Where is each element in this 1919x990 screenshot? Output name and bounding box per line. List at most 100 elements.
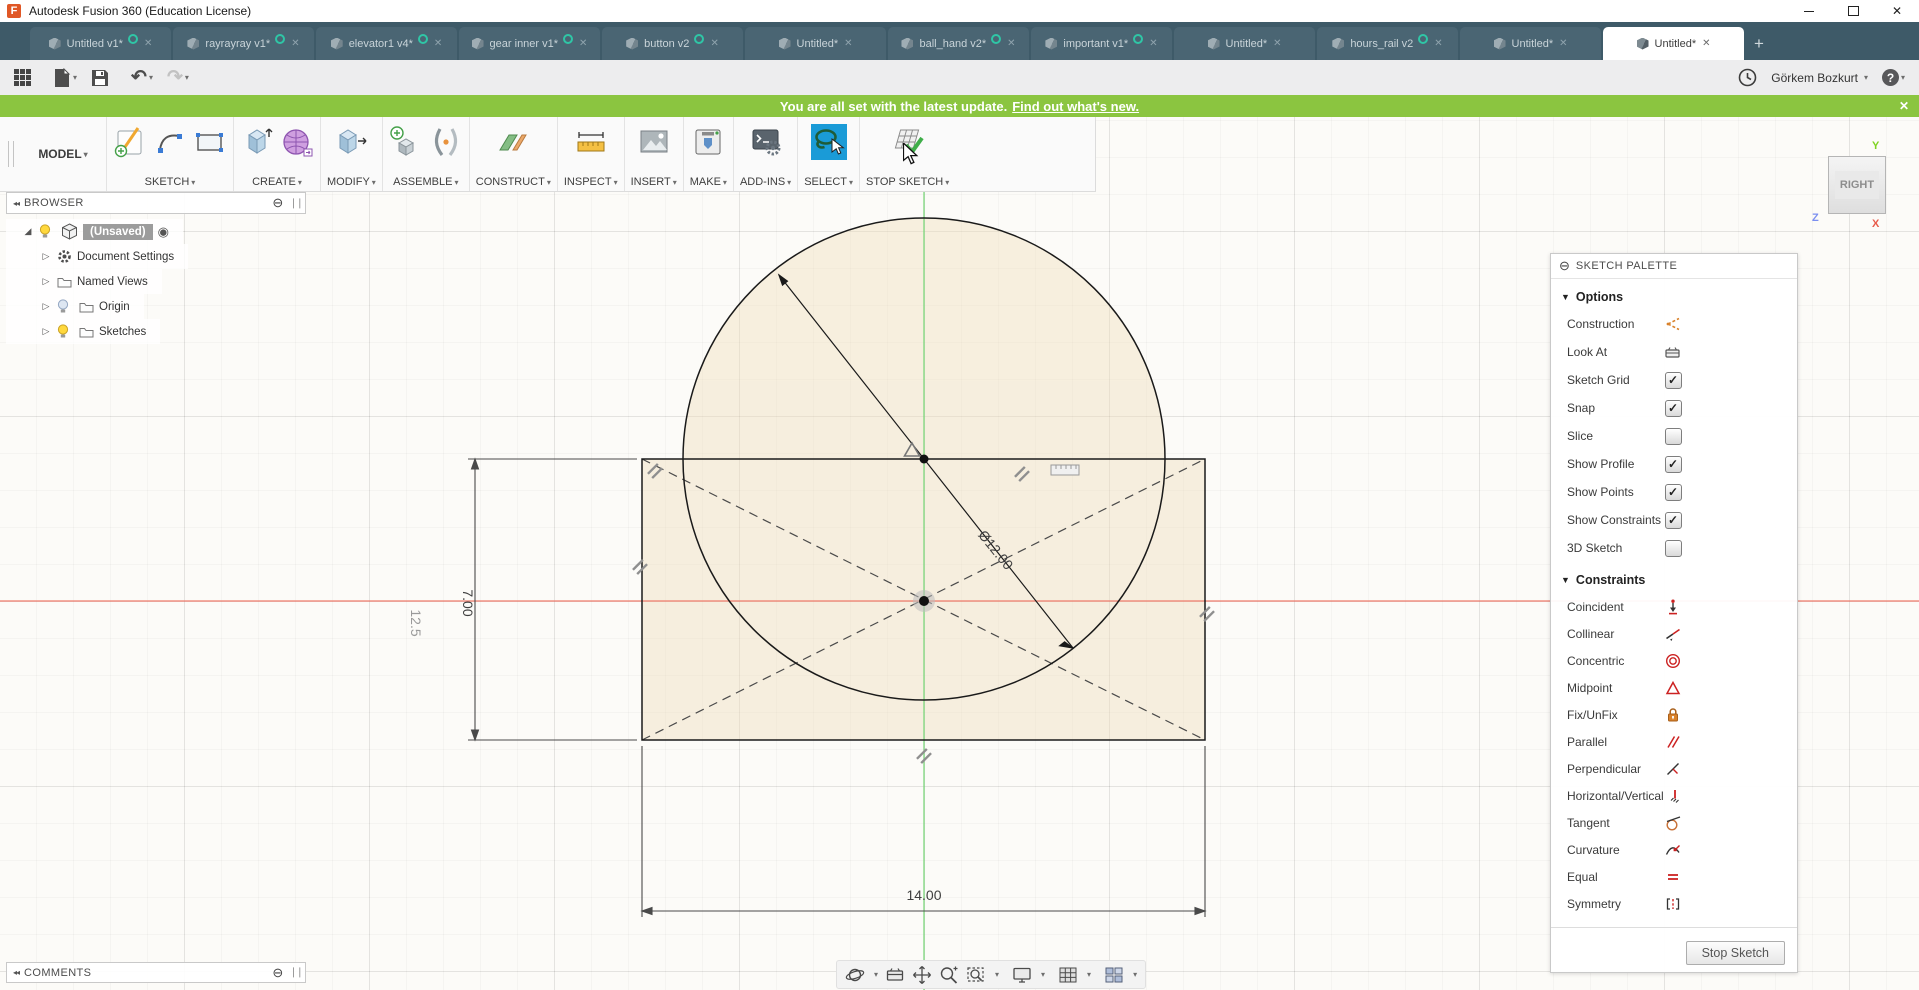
origin-point[interactable] <box>919 596 929 606</box>
show-constraints-checkbox[interactable] <box>1664 511 1682 529</box>
spline-tool-icon[interactable] <box>153 125 187 159</box>
browser-row-origin[interactable]: Origin <box>6 294 144 319</box>
panel-minimize-icon[interactable] <box>272 195 283 211</box>
rectangle-tool-icon[interactable] <box>193 125 227 159</box>
insert-menu[interactable]: INSERT <box>631 176 677 188</box>
select-lasso-icon[interactable] <box>810 124 847 160</box>
assemble-menu[interactable]: ASSEMBLE <box>393 176 458 188</box>
midpoint-constraint-icon[interactable] <box>903 441 921 457</box>
browser-row-document-settings[interactable]: Document Settings <box>6 244 189 269</box>
look-at-icon[interactable] <box>885 965 905 985</box>
constraint-tangent[interactable]: Tangent <box>1551 809 1797 836</box>
document-tab[interactable]: hours_rail v2 <box>1317 27 1458 60</box>
tab-close-icon[interactable] <box>844 38 852 49</box>
create-menu[interactable]: CREATE <box>252 176 302 188</box>
extrude-icon[interactable] <box>240 125 274 159</box>
stop-sketch-menu[interactable]: STOP SKETCH <box>866 176 949 188</box>
document-tab[interactable]: gear inner v1* <box>459 27 600 60</box>
viewports-icon[interactable] <box>1104 965 1124 985</box>
document-tab[interactable]: ball_hand v2* <box>888 27 1029 60</box>
banner-close-icon[interactable] <box>1899 95 1909 117</box>
browser-root-row[interactable]: (Unsaved) <box>6 219 183 244</box>
constraints-section-header[interactable]: Constraints <box>1561 571 1797 589</box>
modify-menu[interactable]: MODIFY <box>327 176 376 188</box>
expand-icon[interactable] <box>40 276 52 287</box>
visibility-bulb-icon[interactable] <box>57 324 69 339</box>
new-tab-button[interactable] <box>1746 27 1772 60</box>
stop-sketch-button[interactable]: Stop Sketch <box>1685 941 1785 965</box>
tab-close-icon[interactable] <box>434 38 442 49</box>
create-sketch-icon[interactable] <box>113 125 147 159</box>
pan-icon[interactable] <box>912 965 932 985</box>
expand-icon[interactable] <box>40 251 52 262</box>
constraint-coincident[interactable]: Coincident <box>1551 593 1797 620</box>
constraint-curvature[interactable]: Curvature <box>1551 836 1797 863</box>
collapse-panel-icon[interactable] <box>13 199 19 208</box>
fit-menu-caret-icon[interactable] <box>995 970 999 979</box>
constraint-parallel[interactable]: Parallel <box>1551 728 1797 755</box>
grid-menu-caret-icon[interactable] <box>1087 970 1091 979</box>
document-tab[interactable]: Untitled* <box>1174 27 1315 60</box>
constraint-concentric[interactable]: Concentric <box>1551 647 1797 674</box>
maximize-button[interactable] <box>1831 0 1875 22</box>
3d-print-icon[interactable] <box>691 125 725 159</box>
visibility-bulb-icon[interactable] <box>39 224 51 239</box>
parallel-constraint-icons[interactable] <box>632 463 1215 764</box>
tab-close-icon[interactable] <box>1007 38 1015 49</box>
make-menu[interactable]: MAKE <box>690 176 727 188</box>
document-tab[interactable]: Untitled v1* <box>30 27 171 60</box>
minimize-button[interactable] <box>1787 0 1831 22</box>
construction-icon[interactable] <box>1663 314 1683 334</box>
expand-icon[interactable] <box>22 226 34 237</box>
user-account-button[interactable]: Görkem Bozkurt <box>1771 70 1858 85</box>
joint-icon[interactable] <box>429 125 463 159</box>
zoom-icon[interactable] <box>939 965 959 985</box>
circle-center-point[interactable] <box>919 454 929 464</box>
tab-close-icon[interactable] <box>1149 38 1157 49</box>
create-form-icon[interactable] <box>280 125 314 159</box>
document-tab[interactable]: important v1* <box>1031 27 1172 60</box>
document-tab[interactable]: Untitled* <box>1460 27 1601 60</box>
constraint-midpoint[interactable]: Midpoint <box>1551 674 1797 701</box>
show-profile-checkbox[interactable] <box>1664 455 1682 473</box>
help-icon[interactable] <box>1881 69 1899 86</box>
document-tab[interactable]: button v2 <box>602 27 743 60</box>
browser-row-sketches[interactable]: Sketches <box>6 319 161 344</box>
tab-close-icon[interactable] <box>291 38 299 49</box>
tab-close-icon[interactable] <box>710 38 718 49</box>
measure-icon[interactable] <box>574 125 608 159</box>
tab-close-icon[interactable] <box>1702 38 1710 49</box>
width-dimension-text[interactable]: 14.00 <box>906 887 941 903</box>
look-at-icon[interactable] <box>1663 342 1683 362</box>
show-points-checkbox[interactable] <box>1664 483 1682 501</box>
slice-checkbox[interactable] <box>1664 427 1682 445</box>
display-settings-icon[interactable] <box>1012 965 1032 985</box>
height-dimension[interactable] <box>468 457 637 742</box>
new-component-icon[interactable] <box>389 125 423 159</box>
3d-sketch-checkbox[interactable] <box>1664 539 1682 557</box>
user-menu-caret-icon[interactable] <box>1864 73 1868 82</box>
dimension-constraint-icon[interactable] <box>1050 464 1080 476</box>
constraint-symmetry[interactable]: Symmetry <box>1551 890 1797 917</box>
constraint-fix-unfix[interactable]: Fix/UnFix <box>1551 701 1797 728</box>
document-tab-active[interactable]: Untitled* <box>1603 27 1744 60</box>
comments-panel-header[interactable]: COMMENTS <box>6 962 306 983</box>
section-collapse-icon[interactable] <box>1561 575 1570 585</box>
orbit-icon[interactable] <box>845 965 865 985</box>
insert-image-icon[interactable] <box>637 125 671 159</box>
sketch-palette-header[interactable]: SKETCH PALETTE <box>1551 254 1797 279</box>
activate-radio-icon[interactable] <box>158 224 169 240</box>
fit-icon[interactable] <box>966 965 986 985</box>
document-tab[interactable]: rayrayray v1* <box>173 27 314 60</box>
scripts-addins-icon[interactable] <box>749 125 783 159</box>
constraint-collinear[interactable]: Collinear <box>1551 620 1797 647</box>
viewcube-face-label[interactable]: RIGHT <box>1834 171 1880 199</box>
section-collapse-icon[interactable] <box>1561 292 1570 302</box>
app-launcher-icon[interactable] <box>14 69 31 86</box>
close-button[interactable] <box>1875 0 1919 22</box>
grid-settings-icon[interactable] <box>1058 965 1078 985</box>
tab-close-icon[interactable] <box>1559 38 1567 49</box>
viewports-menu-caret-icon[interactable] <box>1133 970 1137 979</box>
panel-minimize-icon[interactable] <box>1559 258 1570 274</box>
tab-close-icon[interactable] <box>1434 38 1442 49</box>
